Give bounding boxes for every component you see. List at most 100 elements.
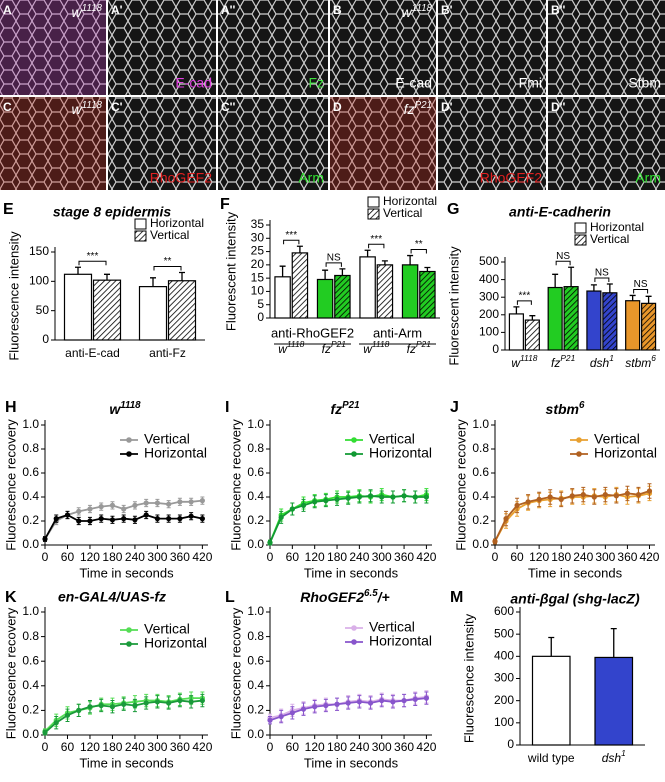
legend-label: Horizontal — [369, 633, 432, 649]
x-tick-label-part: 6 — [651, 353, 656, 363]
data-point — [121, 506, 127, 512]
bar — [167, 280, 197, 341]
x-tick-label: 120 — [529, 550, 549, 564]
data-point — [188, 699, 194, 705]
bar — [63, 273, 93, 341]
y-tick-label: 20 — [251, 257, 265, 271]
y-axis-label: Fluorescence recovery — [453, 419, 468, 551]
legend-swatch — [134, 218, 147, 230]
y-tick-label: 1.0 — [247, 604, 264, 618]
error-bar — [552, 273, 559, 288]
data-point — [199, 697, 205, 704]
significance-label: *** — [87, 251, 99, 262]
error-bar — [407, 254, 414, 265]
panel-letter: G — [447, 201, 459, 218]
legend-label: Vertical — [369, 619, 415, 635]
legend-label: Vertical — [150, 228, 189, 242]
x-tick-label: 0 — [492, 550, 499, 564]
error-bar — [179, 271, 185, 281]
data-point — [98, 516, 104, 522]
y-tick-label: 0.2 — [247, 513, 264, 527]
y-tick-label: 400 — [479, 272, 499, 286]
x-tick-label: 360 — [394, 550, 414, 564]
data-point — [412, 494, 418, 500]
panel-letter: H — [5, 399, 17, 416]
bar — [138, 286, 168, 341]
x-tick-label-part: fz — [551, 356, 560, 370]
data-point — [367, 700, 374, 706]
significance-bracket — [516, 300, 532, 305]
data-point — [323, 702, 329, 709]
x-tick-label-part: w — [363, 342, 373, 356]
data-point — [635, 492, 642, 498]
y-tick-label: 0.6 — [22, 653, 39, 667]
panel-letter: C — [3, 100, 12, 114]
legend-label: Vertical — [383, 206, 422, 220]
x-tick-label: 120 — [80, 740, 100, 754]
legend-label: Vertical — [144, 431, 190, 447]
data-point — [109, 517, 116, 523]
y-tick-label: 0 — [42, 332, 49, 346]
y-tick-label: 0.0 — [247, 727, 264, 741]
y-tick-label: 0.4 — [22, 678, 39, 692]
x-tick-label-part: 1 — [621, 748, 626, 758]
panel-letter: B' — [441, 3, 453, 17]
stain-label: Arm — [635, 170, 661, 186]
x-tick-label: 300 — [372, 740, 392, 754]
data-point — [412, 696, 418, 702]
legend-label: Vertical — [590, 232, 629, 246]
chart-title: anti-βgal (shg-lacZ) — [510, 591, 640, 607]
bar — [316, 278, 334, 319]
significance-label: NS — [634, 279, 648, 290]
x-axis-label: Time in seconds — [304, 755, 399, 770]
x-tick-label: 180 — [102, 550, 122, 564]
stain-label: Arm — [298, 170, 324, 186]
chart-title-part: RhoGEF2 — [300, 589, 364, 605]
bar — [563, 286, 579, 351]
data-point — [423, 494, 430, 500]
y-axis-label: Fluorescent intensity — [446, 246, 461, 366]
y-tick-label: 0.0 — [22, 537, 39, 551]
data-point — [143, 512, 149, 518]
x-tick-label: 240 — [573, 550, 593, 564]
significance-label: ** — [164, 256, 172, 267]
bar — [376, 264, 394, 319]
data-point — [132, 502, 138, 508]
x-tick-label: 420 — [192, 740, 212, 754]
x-axis-label: Time in seconds — [304, 565, 399, 580]
data-point — [390, 494, 396, 500]
legend-label: Horizontal — [144, 445, 207, 461]
chart-title-part: /+ — [377, 589, 390, 605]
x-tick-label: 300 — [595, 550, 615, 564]
y-tick-label: 0.6 — [472, 465, 489, 479]
x-tick-label-part: fz — [407, 342, 416, 356]
panel-letter: D'' — [551, 100, 566, 114]
data-point — [345, 700, 351, 706]
panel-letter: J — [450, 399, 459, 416]
data-point — [558, 496, 564, 502]
x-tick-label: 300 — [147, 550, 167, 564]
micrograph-tint — [330, 97, 436, 190]
bar — [531, 655, 571, 746]
x-tick-label: 60 — [286, 740, 300, 754]
chart-title-part: 1118 — [120, 400, 141, 411]
x-tick-label: 240 — [125, 550, 145, 564]
chart-title: RhoGEF26.5/+ — [300, 588, 389, 605]
group-label: anti-RhoGEF2 — [271, 325, 354, 340]
legend-label: Horizontal — [590, 220, 644, 234]
y-tick-label: 0.4 — [247, 678, 264, 692]
legend-marker — [351, 625, 357, 631]
legend-label: Vertical — [369, 431, 415, 447]
chart-title-part: w — [109, 401, 121, 417]
x-tick-label: 0 — [267, 550, 274, 564]
data-point — [569, 493, 575, 499]
x-tick-label: 60 — [286, 550, 300, 564]
data-point — [613, 493, 619, 499]
x-tick-label: fzP21 — [407, 339, 431, 356]
legend-swatch — [367, 196, 380, 208]
panel-letter: K — [5, 589, 17, 606]
y-tick-label: 0 — [492, 342, 499, 356]
significance-bracket — [283, 239, 300, 245]
legend-swatch — [367, 208, 380, 220]
